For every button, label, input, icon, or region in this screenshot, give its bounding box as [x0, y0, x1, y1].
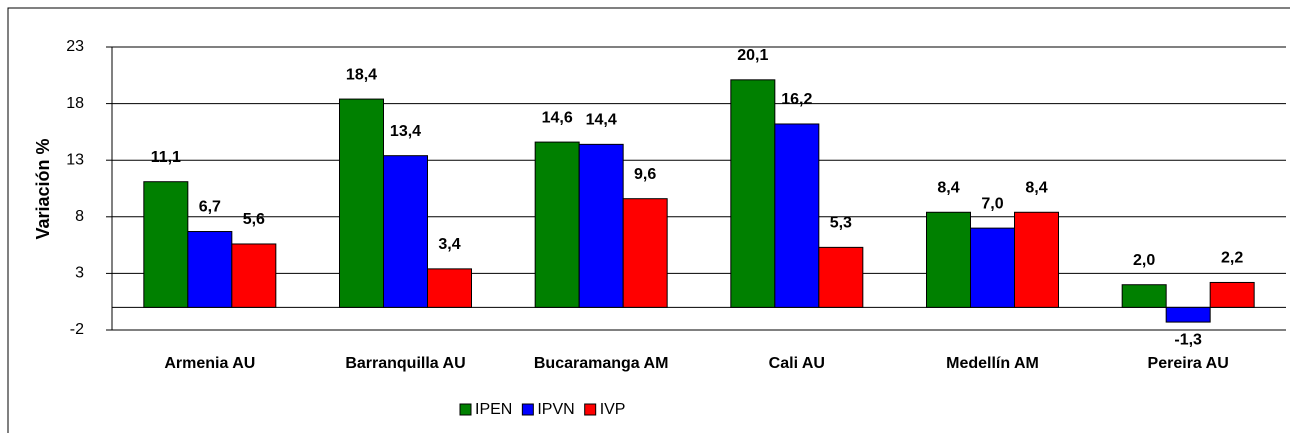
- value-label: 20,1: [737, 47, 768, 64]
- value-label: -1,3: [1174, 331, 1202, 348]
- y-tick-label: 18: [66, 95, 84, 112]
- bar: [926, 211, 971, 308]
- legend-swatch: [584, 403, 597, 416]
- value-label: 5,6: [243, 211, 265, 228]
- y-tick-label: -2: [70, 321, 84, 338]
- value-label: 16,2: [781, 91, 812, 108]
- bar: [818, 246, 864, 308]
- bar: [1165, 306, 1211, 323]
- x-tick-label: Pereira AU: [1148, 355, 1229, 372]
- bar: [383, 155, 428, 308]
- x-tick-label: Armenia AU: [164, 355, 255, 372]
- value-label: 6,7: [199, 199, 221, 216]
- y-axis-label: Variación %: [33, 138, 53, 239]
- value-label: 2,0: [1133, 252, 1155, 269]
- y-tick-label: 3: [75, 265, 84, 282]
- value-label: 14,4: [586, 112, 617, 129]
- bar: [1014, 211, 1059, 308]
- bar: [730, 79, 776, 308]
- x-tick-label: Bucaramanga AM: [534, 355, 669, 372]
- x-tick-label: Barranquilla AU: [345, 355, 465, 372]
- value-label: 7,0: [981, 195, 1003, 212]
- y-tick-label: 13: [66, 151, 84, 168]
- bar: [1121, 284, 1167, 308]
- y-tick-label: 23: [66, 38, 84, 55]
- value-label: 2,2: [1221, 250, 1243, 267]
- value-label: 5,3: [830, 215, 852, 232]
- bar: [187, 231, 233, 308]
- bar: [339, 98, 384, 308]
- legend-swatch: [521, 403, 534, 416]
- value-label: 8,4: [1025, 179, 1047, 196]
- y-tick-label: 8: [75, 208, 84, 225]
- legend-swatch: [459, 403, 472, 416]
- value-label: 8,4: [937, 179, 959, 196]
- x-tick-label: Cali AU: [769, 355, 825, 372]
- value-label: 3,4: [438, 236, 460, 253]
- bar: [970, 227, 1015, 308]
- value-label: 13,4: [390, 123, 421, 140]
- bar: [427, 268, 472, 308]
- legend-label: IPEN: [475, 401, 512, 418]
- value-label: 14,6: [542, 109, 573, 126]
- chart-frame: [7, 7, 1290, 433]
- bar: [1209, 281, 1255, 308]
- legend-label: IPVN: [537, 401, 574, 418]
- bar: [578, 143, 624, 308]
- x-tick-label: Medellín AM: [946, 355, 1039, 372]
- bar: [534, 141, 580, 308]
- value-label: 9,6: [634, 166, 656, 183]
- value-label: 18,4: [346, 66, 377, 83]
- legend-label: IVP: [600, 401, 626, 418]
- bar: [143, 181, 189, 308]
- bar: [622, 198, 668, 308]
- bar: [231, 243, 277, 308]
- bar: [774, 123, 820, 308]
- value-label: 11,1: [151, 149, 181, 166]
